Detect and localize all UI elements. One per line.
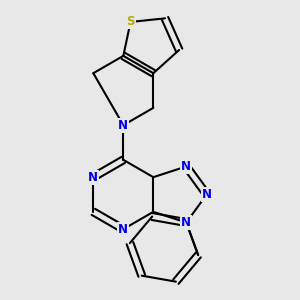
Text: N: N [118, 119, 128, 132]
Text: N: N [118, 223, 128, 236]
Text: S: S [126, 16, 135, 28]
Text: N: N [88, 171, 98, 184]
Text: N: N [181, 160, 191, 173]
Text: N: N [202, 188, 212, 201]
Text: N: N [181, 216, 191, 229]
